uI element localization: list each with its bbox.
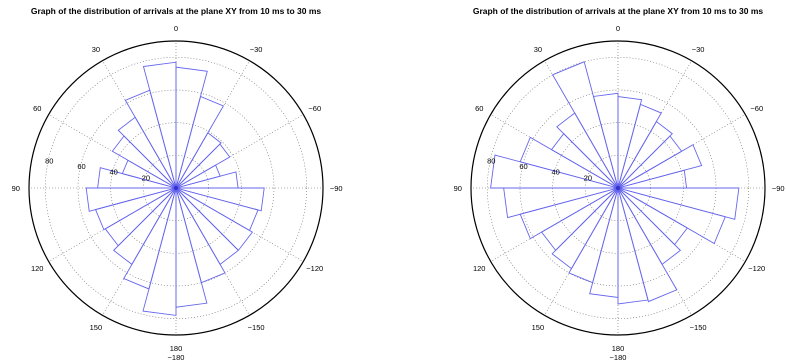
center-marker [615, 185, 621, 191]
angle-tick-label: −60 [308, 104, 321, 113]
angle-tick-label: 0 [174, 24, 178, 33]
angle-tick-label: 60 [475, 104, 483, 113]
angle-tick-label: 60 [33, 104, 41, 113]
radial-tick-label: 40 [551, 168, 559, 177]
radial-tick-label: 20 [142, 173, 150, 182]
histogram-bar [617, 120, 673, 189]
polar-frame [28, 40, 324, 336]
chart-title: Graph of the distribution of arrivals at… [473, 6, 764, 16]
left-polar-chart-svg: Graph of the distribution of arrivals at… [12, 6, 343, 362]
radial-tick-label: 60 [77, 162, 85, 171]
chart-title: Graph of the distribution of arrivals at… [31, 6, 322, 16]
center-marker [173, 185, 179, 191]
right-polar-chart-svg: Graph of the distribution of arrivals at… [454, 6, 785, 362]
angle-tick-label: −30 [250, 45, 263, 54]
angle-tick-label: −60 [750, 104, 763, 113]
histogram-bar [104, 187, 177, 247]
angle-tick-label: 150 [532, 323, 545, 332]
angle-tick-label: 30 [92, 45, 100, 54]
angle-tick-label: −30 [692, 45, 705, 54]
angle-tick-label: 90 [12, 184, 20, 193]
radial-tick-label: 60 [519, 162, 527, 171]
angle-tick-label: −150 [690, 323, 707, 332]
angle-tick-label: 120 [473, 264, 486, 273]
histogram-bar [589, 187, 619, 298]
grid-ring [487, 57, 749, 319]
angle-tick-label: 150 [90, 323, 103, 332]
histogram-bar [175, 66, 208, 189]
angle-tick-label: 0 [616, 24, 620, 33]
radial-tick-label: 80 [45, 156, 53, 165]
histogram-bar [617, 96, 643, 189]
histogram-bar [175, 187, 265, 212]
angle-tick-label: 90 [454, 184, 462, 193]
radial-tick-label: 80 [487, 156, 495, 165]
angle-tick-label: −90 [330, 184, 343, 193]
angle-tick-label: −180 [610, 353, 627, 362]
angle-tick-label: −120 [748, 264, 765, 273]
histogram-bar [551, 187, 619, 270]
histogram-bar [142, 187, 177, 316]
grid-ring [45, 57, 307, 319]
polar-frame [470, 40, 766, 336]
angle-tick-label: −180 [168, 353, 185, 362]
histogram-bar [617, 187, 740, 220]
angle-tick-label: −90 [772, 184, 785, 193]
angle-tick-label: −150 [248, 323, 265, 332]
radial-tick-label: 40 [109, 168, 117, 177]
right-polar-chart: Graph of the distribution of arrivals at… [393, 0, 786, 363]
left-polar-chart: Graph of the distribution of arrivals at… [12, 6, 343, 362]
angle-tick-label: 120 [31, 264, 44, 273]
radial-tick-label: 20 [584, 173, 592, 182]
angle-tick-label: −120 [306, 264, 323, 273]
angle-tick-label: 30 [534, 45, 542, 54]
histogram-bar [175, 132, 222, 189]
histogram-bar [175, 143, 231, 189]
angle-tick-label: 180 [612, 344, 625, 353]
histogram-bar [617, 187, 688, 246]
histogram-bar [617, 135, 683, 189]
angle-tick-label: 180 [170, 344, 183, 353]
